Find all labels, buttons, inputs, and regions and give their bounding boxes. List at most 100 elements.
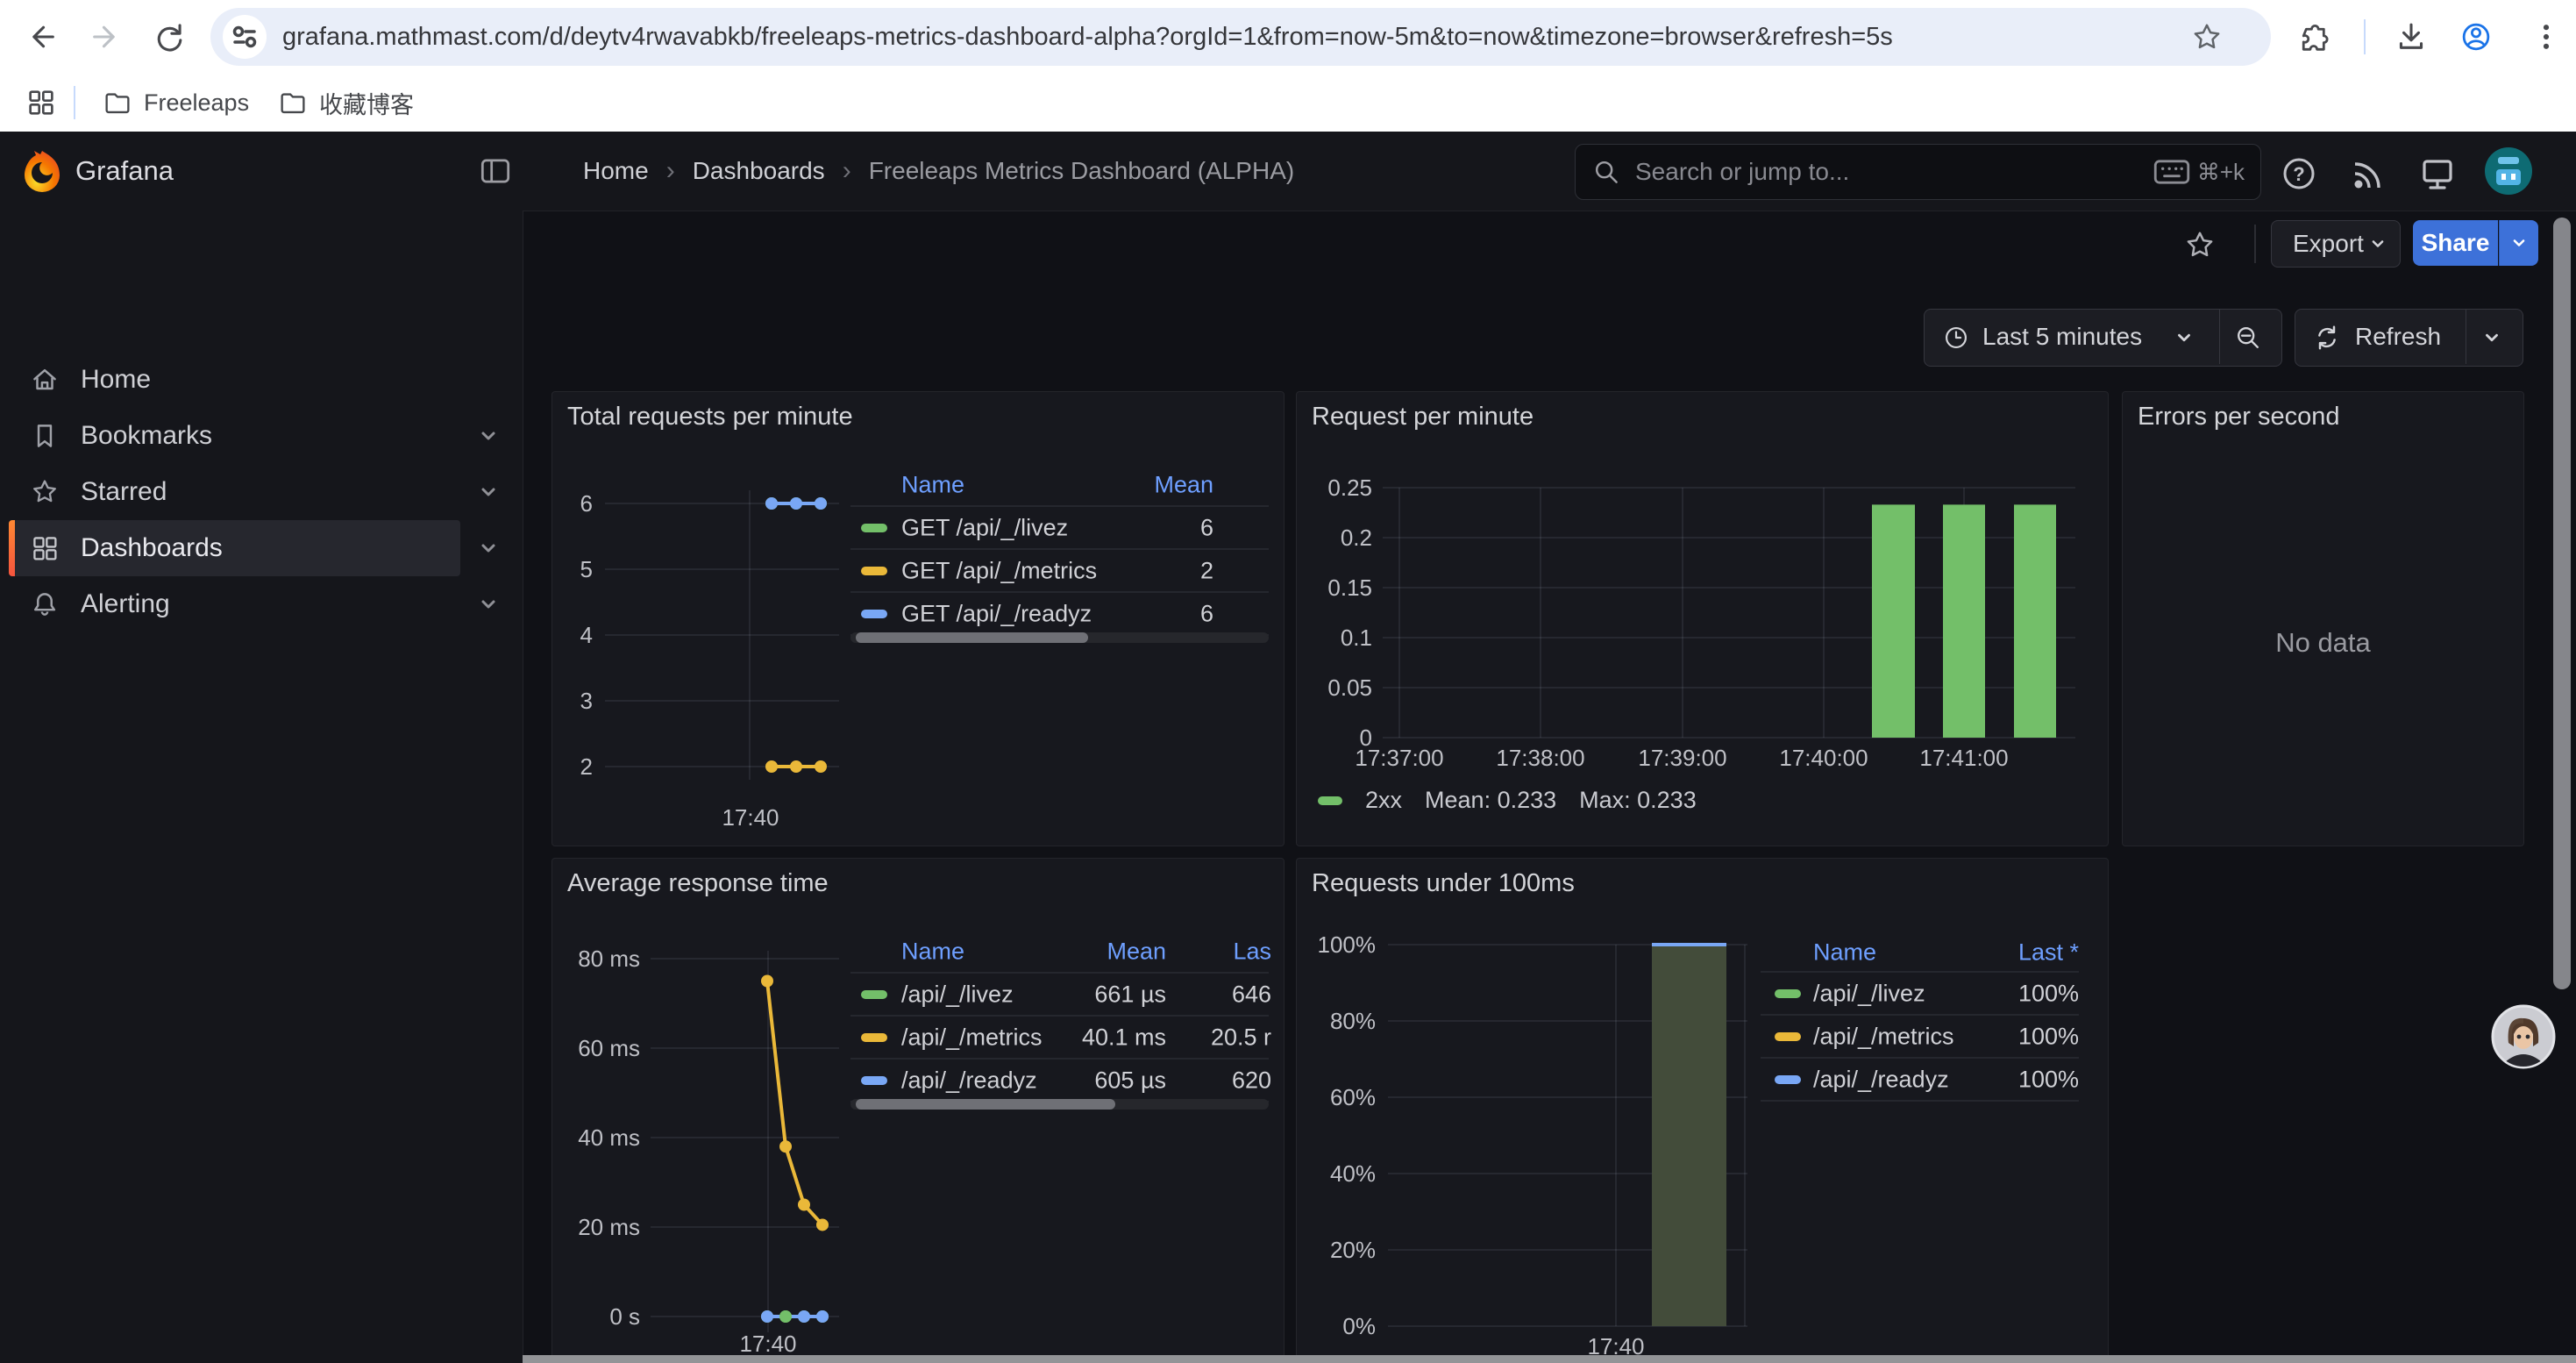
legend-scrollbar[interactable] <box>850 1099 1269 1110</box>
legend-scrollbar[interactable] <box>850 632 1269 643</box>
legend-scrollbar-thumb[interactable] <box>856 632 1088 643</box>
bookmark-label: 收藏博客 <box>319 86 414 120</box>
legend-cell: 20.5 r <box>1211 1024 1271 1051</box>
legend-cell: /api/_/livez <box>1813 980 1925 1007</box>
legend-stat: Max: 0.233 <box>1579 787 1697 814</box>
brand-name[interactable]: Grafana <box>75 132 174 211</box>
url-text[interactable]: grafana.mathmast.com/d/deytv4rwavabkb/fr… <box>282 8 1893 66</box>
time-range-picker[interactable]: Last 5 minutes <box>1924 309 2282 367</box>
dock-sidebar-icon[interactable] <box>479 154 512 188</box>
toolbar-divider <box>2364 19 2366 54</box>
sidebar-item-label: Dashboards <box>81 520 223 576</box>
series-point <box>761 975 773 988</box>
sidebar-item-home[interactable]: Home <box>0 352 523 408</box>
help-icon[interactable]: ? <box>2280 154 2318 193</box>
y-tick-label: 0.2 <box>1341 525 1372 551</box>
legend-row[interactable]: /api/_/metrics40.1 ms20.5 r <box>850 1017 1269 1060</box>
vertical-scrollbar[interactable] <box>2553 218 2571 989</box>
legend-row[interactable]: GET /api/_/livez6 <box>850 507 1269 550</box>
active-item-highlight <box>9 520 460 576</box>
legend-cell: 100% <box>2018 1066 2079 1093</box>
legend-header-cell[interactable]: Las <box>1233 938 1271 965</box>
bookmark-star-icon[interactable] <box>2190 20 2224 54</box>
legend-header-cell[interactable]: Name <box>901 471 964 498</box>
share-label: Share <box>2422 229 2490 257</box>
x-tick-label: 17:40:00 <box>1779 745 1868 771</box>
legend-cell: 6 <box>1200 600 1213 627</box>
chart-canvas: 0.250.20.150.10.05017:37:0017:38:0017:39… <box>1297 392 2108 846</box>
grafana-logo[interactable] <box>23 149 61 193</box>
horizontal-scrollbar[interactable] <box>523 1355 2576 1363</box>
legend-stats[interactable]: 2xx Mean: 0.233 Max: 0.233 <box>1318 787 1697 814</box>
chevron-down-icon[interactable] <box>477 537 500 560</box>
breadcrumb-home[interactable]: Home <box>583 157 649 185</box>
legend-cell: 646 <box>1232 981 1271 1008</box>
sidebar-item-bookmarks[interactable]: Bookmarks <box>0 408 523 464</box>
sidebar-item-alerting[interactable]: Alerting <box>0 576 523 632</box>
legend-row[interactable]: /api/_/metrics100% <box>1761 1016 2079 1059</box>
apps-grid-icon[interactable] <box>26 88 56 118</box>
breadcrumb: Home › Dashboards › Freeleaps Metrics Da… <box>583 132 1294 211</box>
chevron-down-icon[interactable] <box>2481 327 2502 348</box>
legend-series-name: 2xx <box>1365 787 1402 814</box>
share-menu-button[interactable] <box>2499 220 2538 266</box>
legend-row[interactable]: GET /api/_/metrics2 <box>850 550 1269 593</box>
legend-row[interactable]: /api/_/readyz100% <box>1761 1059 2079 1102</box>
refresh-icon <box>2313 324 2341 352</box>
breadcrumb-dashboards[interactable]: Dashboards <box>693 157 825 185</box>
bar-2xx <box>2014 504 2056 738</box>
site-settings-icon[interactable] <box>223 15 267 59</box>
panel-title[interactable]: Errors per second <box>2138 403 2340 432</box>
legend-table: Name Mean GET /api/_/livez6GET /api/_/metr… <box>850 464 1269 636</box>
legend-row[interactable]: /api/_/readyz605 µs620 <box>850 1060 1269 1103</box>
download-icon[interactable] <box>2394 19 2429 54</box>
chevron-down-icon[interactable] <box>477 425 500 447</box>
user-avatar[interactable] <box>2484 146 2533 196</box>
legend-header-cell[interactable]: Name <box>901 938 964 965</box>
back-icon[interactable] <box>25 19 60 54</box>
reload-icon[interactable] <box>151 19 186 54</box>
url-bar[interactable]: grafana.mathmast.com/d/deytv4rwavabkb/fr… <box>210 8 2271 66</box>
floating-assistant-avatar[interactable] <box>2491 1004 2556 1069</box>
refresh-button[interactable]: Refresh <box>2295 309 2523 367</box>
legend-row[interactable]: /api/_/livez100% <box>1761 973 2079 1016</box>
sidebar-item-dashboards[interactable]: Dashboards <box>0 520 523 576</box>
sidebar: Home Bookmarks Starred <box>0 211 523 1363</box>
zoom-out-icon[interactable] <box>2233 323 2263 353</box>
kiosk-monitor-icon[interactable] <box>2418 154 2457 193</box>
legend-header-cell[interactable]: Last * <box>2018 939 2079 967</box>
share-button[interactable]: Share <box>2413 220 2498 266</box>
refresh-label: Refresh <box>2355 310 2441 364</box>
legend-header-cell[interactable]: Mean <box>1107 938 1166 965</box>
rss-news-icon[interactable] <box>2348 154 2387 193</box>
y-tick-label: 0 s <box>609 1303 640 1330</box>
sidebar-item-starred[interactable]: Starred <box>0 464 523 520</box>
series-point <box>815 760 827 773</box>
chevron-down-icon[interactable] <box>477 481 500 503</box>
actions-divider <box>2254 225 2256 263</box>
legend-stat: Mean: 0.233 <box>1425 787 1556 814</box>
search-input[interactable]: Search or jump to... ⌘+k <box>1575 144 2261 200</box>
legend-cell: /api/_/metrics <box>901 1024 1042 1051</box>
legend-row[interactable]: GET /api/_/readyz6 <box>850 593 1269 636</box>
profile-icon[interactable] <box>2459 19 2494 54</box>
forward-icon[interactable] <box>88 19 123 54</box>
menu-kebab-icon[interactable] <box>2529 19 2564 54</box>
y-tick-label: 0.05 <box>1327 674 1372 701</box>
legend-row[interactable]: /api/_/livez661 µs646 <box>850 974 1269 1017</box>
grafana-app: Grafana Home › Dashboards › Freeleaps Me… <box>0 132 2576 1363</box>
legend-scrollbar-thumb[interactable] <box>856 1099 1115 1110</box>
legend-cell: /api/_/livez <box>901 981 1014 1008</box>
export-button[interactable]: Export <box>2271 220 2401 268</box>
favorite-star-icon[interactable] <box>2183 228 2217 261</box>
breadcrumb-current: Freeleaps Metrics Dashboard (ALPHA) <box>869 157 1295 185</box>
time-range-label: Last 5 minutes <box>1982 310 2142 364</box>
legend-header-cell[interactable]: Mean <box>1154 471 1213 498</box>
bookmark-folder-freeleaps[interactable]: Freeleaps <box>103 74 249 132</box>
grafana-header: Grafana Home › Dashboards › Freeleaps Me… <box>0 132 2576 211</box>
extensions-icon[interactable] <box>2295 21 2330 56</box>
legend-header-cell[interactable]: Name <box>1813 939 1876 967</box>
series-color-pill <box>861 567 887 575</box>
bookmark-folder-blogs[interactable]: 收藏博客 <box>279 74 414 132</box>
chevron-down-icon[interactable] <box>477 593 500 616</box>
